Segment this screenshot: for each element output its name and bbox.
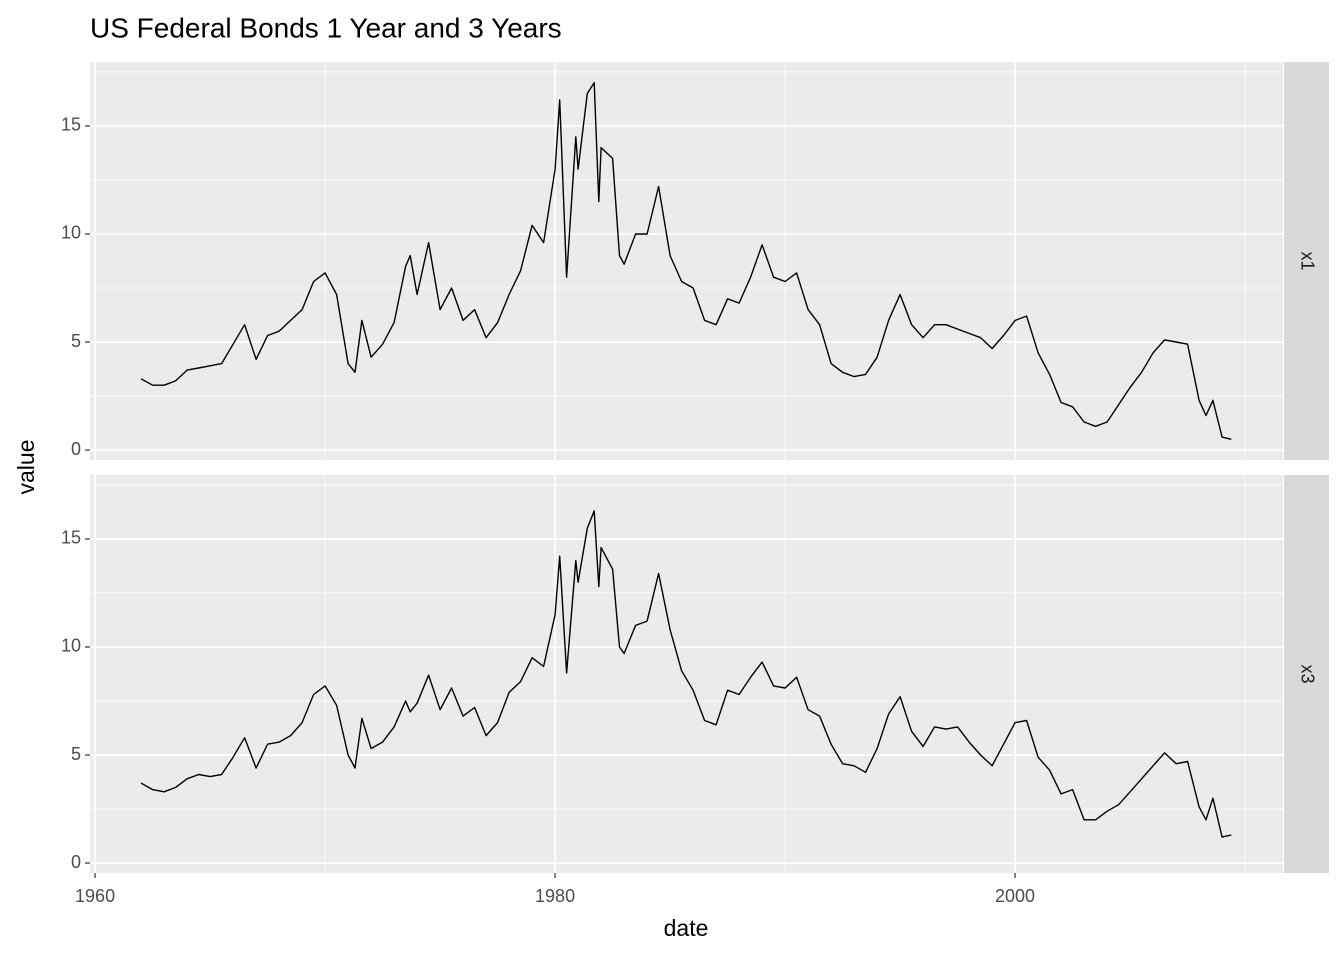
strip-label: x1 bbox=[1297, 251, 1317, 270]
y-tick-label: 10 bbox=[61, 636, 81, 656]
x-tick-label: 1980 bbox=[535, 886, 575, 906]
line bbox=[140, 510, 1232, 838]
y-tick-label: 15 bbox=[61, 115, 81, 135]
panel-background bbox=[90, 62, 1283, 460]
y-tick-label: 5 bbox=[71, 331, 81, 351]
x-axis-label: date bbox=[664, 915, 709, 941]
panel-background bbox=[90, 475, 1283, 873]
y-axis-label: value bbox=[13, 440, 39, 495]
strip-background bbox=[1284, 62, 1329, 460]
y-tick-label: 0 bbox=[71, 439, 81, 459]
y-tick-label: 0 bbox=[71, 852, 81, 872]
strip-background bbox=[1284, 475, 1329, 873]
x-tick-label: 2000 bbox=[995, 886, 1035, 906]
y-tick-label: 5 bbox=[71, 744, 81, 764]
line bbox=[140, 82, 1232, 440]
y-tick-label: 15 bbox=[61, 528, 81, 548]
x-tick-label: 1960 bbox=[75, 886, 115, 906]
strip-label: x3 bbox=[1297, 664, 1317, 683]
chart-title: US Federal Bonds 1 Year and 3 Years bbox=[90, 12, 562, 43]
y-tick-label: 10 bbox=[61, 223, 81, 243]
